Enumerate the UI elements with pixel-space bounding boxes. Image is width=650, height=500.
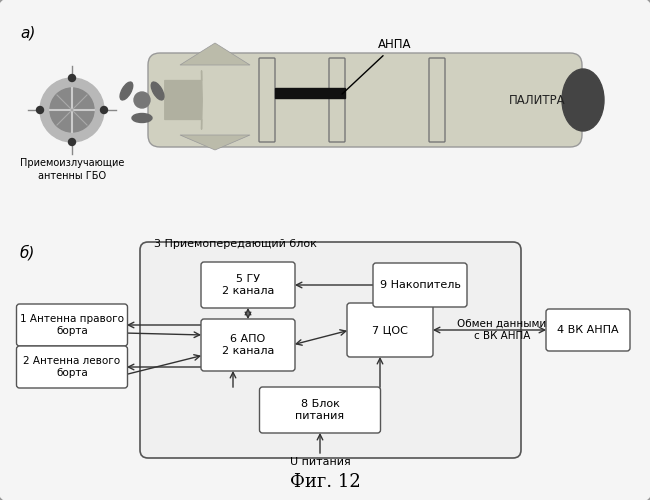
Text: 6 АПО
2 канала: 6 АПО 2 канала	[222, 334, 274, 356]
Text: Приемоизлучающие
антенны ГБО: Приемоизлучающие антенны ГБО	[20, 158, 124, 181]
Circle shape	[50, 88, 94, 132]
Text: Фиг. 12: Фиг. 12	[290, 473, 360, 491]
Text: U питания: U питания	[290, 457, 350, 467]
Ellipse shape	[151, 82, 164, 100]
Text: 2 Антенна левого
борта: 2 Антенна левого борта	[23, 356, 120, 378]
Text: 3 Приемопередающий блок: 3 Приемопередающий блок	[154, 239, 317, 249]
Text: а): а)	[20, 25, 35, 40]
FancyBboxPatch shape	[16, 304, 127, 346]
FancyBboxPatch shape	[148, 53, 582, 147]
Text: ПАЛИТРА: ПАЛИТРА	[509, 94, 566, 106]
Ellipse shape	[120, 82, 133, 100]
Ellipse shape	[132, 114, 152, 122]
FancyArrowPatch shape	[165, 71, 202, 129]
Text: 4 ВК АНПА: 4 ВК АНПА	[557, 325, 619, 335]
FancyBboxPatch shape	[16, 346, 127, 388]
FancyBboxPatch shape	[373, 263, 467, 307]
Text: Обмен данными
с ВК АНПА: Обмен данными с ВК АНПА	[458, 319, 547, 341]
Text: АНПА: АНПА	[342, 38, 411, 94]
Circle shape	[68, 138, 75, 145]
FancyBboxPatch shape	[201, 319, 295, 371]
FancyBboxPatch shape	[259, 387, 380, 433]
Circle shape	[101, 106, 107, 114]
Polygon shape	[180, 135, 250, 150]
Text: 7 ЦОС: 7 ЦОС	[372, 325, 408, 335]
FancyBboxPatch shape	[140, 242, 521, 458]
Text: 9 Накопитель: 9 Накопитель	[380, 280, 460, 290]
Text: 5 ГУ
2 канала: 5 ГУ 2 канала	[222, 274, 274, 296]
Circle shape	[134, 92, 150, 108]
Circle shape	[36, 106, 44, 114]
Circle shape	[68, 74, 75, 82]
Text: 8 Блок
питания: 8 Блок питания	[296, 399, 344, 421]
FancyBboxPatch shape	[546, 309, 630, 351]
Ellipse shape	[562, 69, 604, 131]
FancyBboxPatch shape	[201, 262, 295, 308]
Polygon shape	[180, 43, 250, 65]
Circle shape	[40, 78, 104, 142]
Text: 1 Антенна правого
борта: 1 Антенна правого борта	[20, 314, 124, 336]
FancyBboxPatch shape	[347, 303, 433, 357]
Text: б): б)	[20, 245, 35, 260]
Bar	[275, 88, 345, 98]
